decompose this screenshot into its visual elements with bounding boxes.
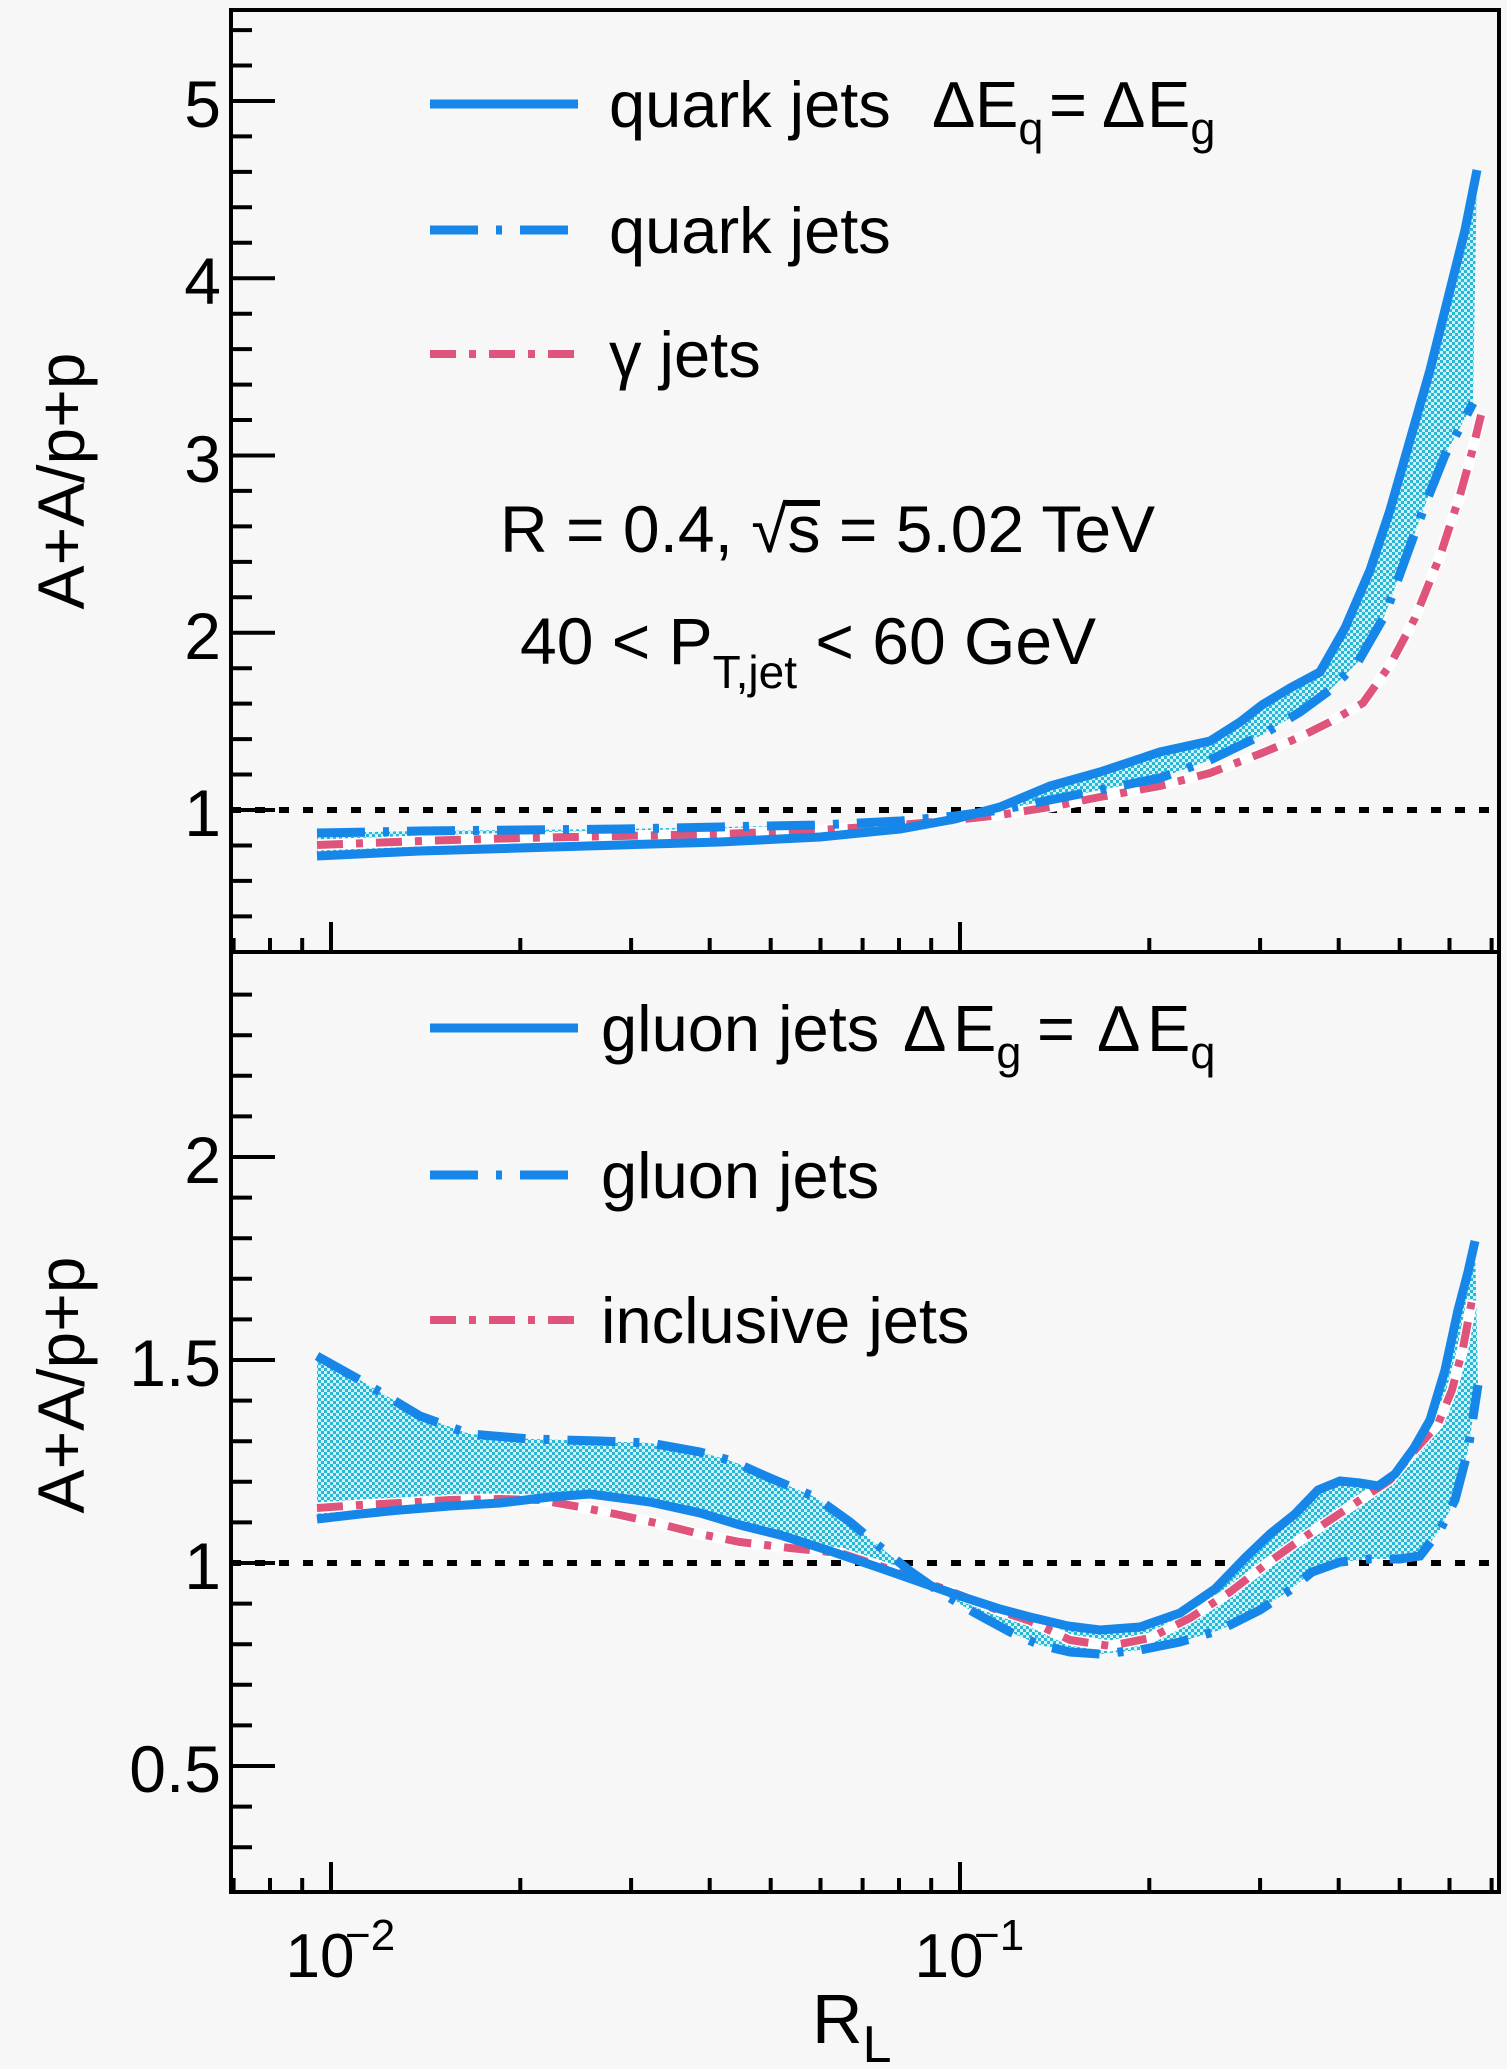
svg-text:Eq: Eq xyxy=(1147,992,1215,1078)
svg-text:γ jets: γ jets xyxy=(609,318,761,391)
svg-text:1.5: 1.5 xyxy=(129,1326,221,1400)
svg-text:40 < PT,jet < 60 GeV: 40 < PT,jet < 60 GeV xyxy=(520,604,1096,698)
svg-text:1: 1 xyxy=(184,1529,221,1603)
svg-text:=: = xyxy=(1037,992,1075,1065)
svg-text:Δ: Δ xyxy=(903,992,946,1065)
svg-text:−2: −2 xyxy=(345,1911,395,1960)
svg-text:quark jets: quark jets xyxy=(609,194,891,267)
svg-text:quark jets: quark jets xyxy=(609,68,891,141)
svg-text:Δ: Δ xyxy=(1097,992,1140,1065)
svg-text:R = 0.4, √s = 5.02 TeV: R = 0.4, √s = 5.02 TeV xyxy=(500,492,1155,566)
svg-text:Eg: Eg xyxy=(1147,68,1215,154)
svg-text:10: 10 xyxy=(915,1922,984,1991)
svg-text:1: 1 xyxy=(184,776,221,850)
svg-text:A+A/p+p: A+A/p+p xyxy=(24,1257,98,1514)
svg-text:3: 3 xyxy=(184,422,221,496)
svg-text:5: 5 xyxy=(184,67,221,141)
svg-text:Δ: Δ xyxy=(1102,68,1145,141)
svg-text:2: 2 xyxy=(184,1123,221,1197)
svg-text:4: 4 xyxy=(184,244,221,318)
svg-text:Δ: Δ xyxy=(932,68,975,141)
svg-text:gluon jets: gluon jets xyxy=(601,1139,879,1212)
svg-text:2: 2 xyxy=(184,599,221,673)
svg-text:=: = xyxy=(1049,68,1087,141)
svg-text:−1: −1 xyxy=(974,1911,1024,1960)
svg-text:0.5: 0.5 xyxy=(129,1732,221,1806)
svg-text:A+A/p+p: A+A/p+p xyxy=(24,353,98,610)
svg-text:inclusive jets: inclusive jets xyxy=(601,1284,969,1357)
svg-text:10: 10 xyxy=(286,1922,355,1991)
svg-text:gluon jets: gluon jets xyxy=(601,992,879,1065)
